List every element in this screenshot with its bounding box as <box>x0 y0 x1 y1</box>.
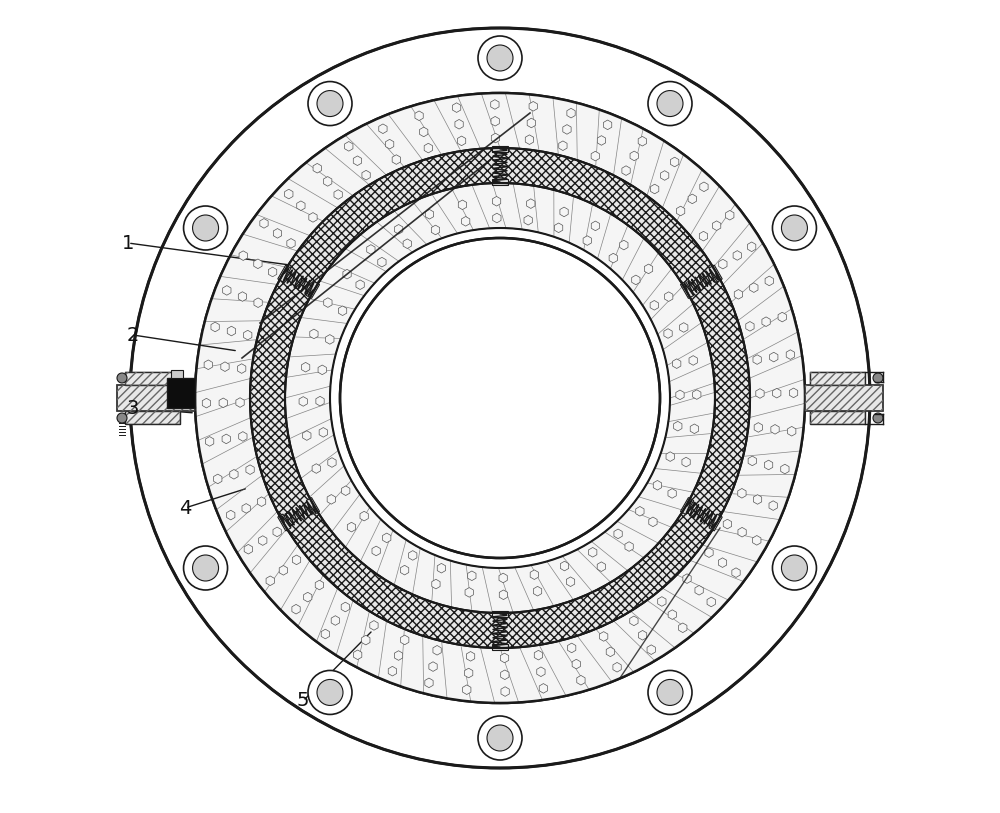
Bar <box>810 372 865 385</box>
Polygon shape <box>680 498 694 515</box>
Circle shape <box>648 81 692 125</box>
Polygon shape <box>306 281 320 298</box>
Bar <box>117 385 195 411</box>
Circle shape <box>478 716 522 760</box>
Bar <box>125 372 180 385</box>
Circle shape <box>487 725 513 751</box>
Circle shape <box>308 671 352 715</box>
Bar <box>125 411 180 424</box>
Text: 1: 1 <box>122 233 134 253</box>
Bar <box>805 385 883 411</box>
Polygon shape <box>492 644 508 650</box>
Circle shape <box>478 36 522 80</box>
Circle shape <box>147 385 173 411</box>
Bar <box>125 372 180 385</box>
Circle shape <box>317 90 343 116</box>
Circle shape <box>657 680 683 706</box>
Circle shape <box>827 385 853 411</box>
Polygon shape <box>278 265 291 282</box>
Circle shape <box>873 373 883 383</box>
Polygon shape <box>278 514 291 531</box>
Circle shape <box>781 555 807 581</box>
Polygon shape <box>492 146 508 152</box>
Polygon shape <box>680 281 694 298</box>
Circle shape <box>317 680 343 706</box>
Bar <box>810 372 865 385</box>
Circle shape <box>340 238 660 558</box>
Circle shape <box>487 45 513 71</box>
Circle shape <box>117 413 127 423</box>
Circle shape <box>781 215 807 241</box>
Circle shape <box>184 546 228 590</box>
Circle shape <box>138 376 182 420</box>
Circle shape <box>657 90 683 116</box>
Text: 4: 4 <box>179 498 191 518</box>
Polygon shape <box>709 514 722 531</box>
Bar <box>810 411 865 424</box>
Circle shape <box>873 413 883 423</box>
Wedge shape <box>195 93 805 703</box>
Bar <box>810 411 865 424</box>
Text: 2: 2 <box>127 325 139 345</box>
Bar <box>117 385 195 411</box>
Text: 3: 3 <box>127 398 139 418</box>
Polygon shape <box>492 179 508 185</box>
Circle shape <box>818 376 862 420</box>
Circle shape <box>772 206 816 250</box>
Wedge shape <box>285 183 715 613</box>
Circle shape <box>193 555 219 581</box>
Circle shape <box>193 215 219 241</box>
Bar <box>167 378 195 408</box>
Wedge shape <box>130 28 870 768</box>
Circle shape <box>648 671 692 715</box>
Polygon shape <box>492 611 508 617</box>
Circle shape <box>184 206 228 250</box>
Text: 5: 5 <box>297 692 309 711</box>
Circle shape <box>772 546 816 590</box>
Polygon shape <box>306 498 320 515</box>
Circle shape <box>117 373 127 383</box>
Bar <box>125 411 180 424</box>
Wedge shape <box>250 148 750 648</box>
Polygon shape <box>709 265 722 282</box>
Bar <box>805 385 883 411</box>
Circle shape <box>308 81 352 125</box>
Bar <box>171 370 183 378</box>
